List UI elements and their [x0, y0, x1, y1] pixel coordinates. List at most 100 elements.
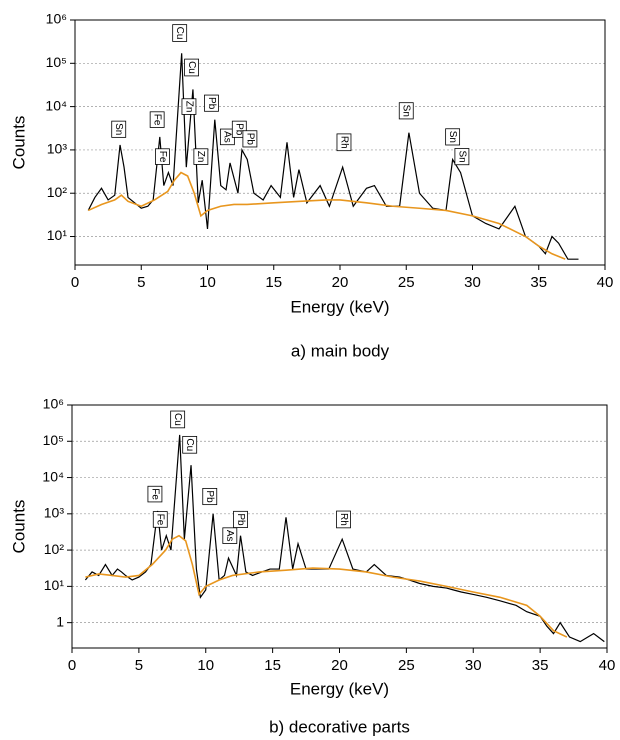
y-axis-label: Counts — [9, 500, 28, 554]
peak-label: Rh — [336, 510, 351, 529]
y-tick-label: 1 — [56, 613, 64, 629]
y-tick-label: 10⁴ — [45, 97, 67, 113]
peak-label-box — [242, 130, 258, 148]
peak-label-text: Pb — [244, 133, 255, 146]
caption: b) decorative parts — [269, 717, 410, 736]
peak-label-text: As — [222, 131, 233, 143]
peak-label: Fe — [155, 148, 170, 165]
peak-label-text: Pb — [234, 123, 245, 136]
peak-label: Sn — [445, 128, 461, 146]
peak-label-text: Sn — [401, 105, 412, 117]
y-tick-label: 10³ — [47, 141, 68, 157]
spectrum-line — [87, 171, 566, 260]
x-tick-label: 5 — [135, 657, 143, 674]
y-axis-label: Counts — [9, 116, 28, 170]
peak-label: Pb — [242, 130, 258, 148]
y-tick-label: 10¹ — [47, 227, 68, 243]
peak-label-text: Sn — [447, 131, 458, 143]
peak-label-text: Cu — [186, 61, 197, 74]
peak-label-text: Sn — [456, 151, 467, 163]
peak-label: Zn — [181, 98, 197, 115]
peak-label-box — [111, 120, 127, 138]
peak-label-box — [233, 510, 248, 528]
peak-label-box — [184, 58, 200, 77]
peak-label-text: Pb — [206, 97, 217, 110]
peak-label: Cu — [172, 24, 188, 42]
spectrum-line — [84, 434, 605, 643]
x-tick-label: 35 — [532, 657, 549, 674]
y-tick-label: 10⁵ — [43, 432, 64, 448]
x-axis-label: Energy (keV) — [290, 297, 389, 316]
peak-label-box — [336, 133, 352, 152]
peak-label-text: Cu — [174, 27, 185, 40]
peak-label-box — [172, 24, 188, 42]
peak-label: Cu — [184, 58, 200, 77]
peak-label-box — [181, 98, 197, 115]
peak-label-text: Sn — [113, 123, 124, 135]
x-tick-label: 10 — [197, 657, 214, 674]
peak-label: Sn — [454, 148, 470, 166]
peak-label: Fe — [149, 111, 165, 128]
x-tick-label: 15 — [265, 274, 282, 291]
peak-label: Pb — [202, 487, 218, 506]
peak-label: Fe — [147, 485, 163, 503]
peak-label-text: Rh — [338, 513, 349, 526]
y-tick-label: 10⁴ — [42, 468, 64, 484]
peak-label: Cu — [182, 435, 198, 454]
peak-label-box — [398, 102, 414, 120]
peak-label-box — [193, 148, 209, 165]
peak-label-text: Pb — [204, 490, 215, 503]
peak-label-box — [147, 485, 163, 503]
y-tick-label: 10³ — [44, 505, 65, 521]
peak-label-box — [222, 527, 238, 544]
peak-label: Pb — [204, 94, 219, 112]
x-tick-label: 25 — [398, 274, 415, 291]
peak-label: Cu — [170, 410, 186, 429]
peak-label: As — [222, 527, 238, 544]
y-tick-label: 10² — [44, 541, 65, 557]
x-axis-label: Energy (keV) — [290, 679, 389, 698]
peak-label-text: Rh — [338, 136, 349, 149]
x-tick-label: 0 — [68, 657, 76, 674]
spectrum-line — [87, 53, 579, 260]
x-tick-label: 20 — [332, 274, 349, 291]
y-tick-label: 10¹ — [44, 577, 65, 593]
peak-label-box — [445, 128, 461, 146]
peak-label-box — [170, 410, 186, 429]
peak-label: Fe — [152, 511, 168, 528]
peak-label: Rh — [336, 133, 352, 152]
y-tick-label: 10⁶ — [43, 396, 64, 412]
peak-label-text: Fe — [152, 114, 163, 126]
x-tick-label: 0 — [71, 274, 79, 291]
peak-label-text: Fe — [149, 488, 160, 500]
peak-label: Sn — [398, 102, 414, 120]
peak-label-text: Pb — [235, 513, 246, 526]
peak-label-text: As — [224, 530, 235, 542]
x-tick-label: 30 — [464, 274, 481, 291]
peak-label-text: Cu — [184, 438, 195, 451]
spectrum-line — [85, 534, 568, 638]
x-tick-label: 25 — [398, 657, 415, 674]
y-tick-label: 10² — [47, 184, 68, 200]
plot-frame — [71, 404, 608, 649]
x-tick-label: 20 — [331, 657, 348, 674]
peak-label: Zn — [193, 148, 209, 165]
x-tick-label: 5 — [137, 274, 145, 291]
peak-label-text: Zn — [183, 101, 194, 113]
peak-label-text: Fe — [157, 151, 168, 163]
x-tick-label: 40 — [597, 274, 614, 291]
peak-label: Sn — [111, 120, 127, 138]
x-tick-label: 30 — [465, 657, 482, 674]
peak-label-text: Fe — [155, 514, 166, 526]
peak-label-text: Zn — [195, 151, 206, 163]
caption: a) main body — [291, 341, 390, 360]
peak-label-box — [336, 510, 351, 529]
x-tick-label: 40 — [599, 657, 616, 674]
peak-label-box — [155, 148, 170, 165]
y-tick-label: 10⁶ — [46, 11, 67, 27]
peak-label-box — [149, 111, 165, 128]
peak-label-box — [152, 511, 168, 528]
y-tick-label: 10⁵ — [46, 54, 67, 70]
peak-label-box — [204, 94, 219, 112]
